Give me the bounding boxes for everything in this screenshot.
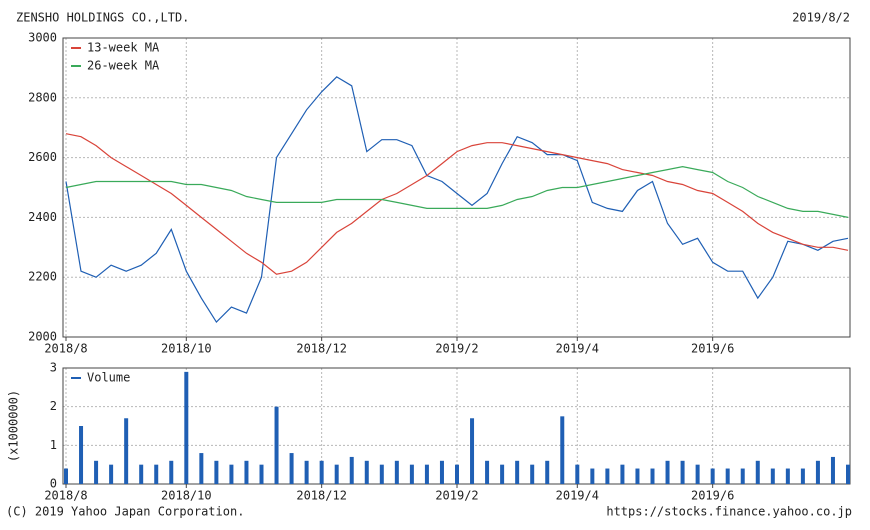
bar	[139, 464, 144, 484]
x-tick-label: 2019/6	[691, 489, 734, 503]
bar	[319, 460, 324, 484]
bar	[846, 464, 850, 484]
x-tick-label: 2018/8	[44, 342, 87, 356]
bar	[169, 460, 174, 484]
line-series	[65, 165, 849, 218]
x-tick-label: 2019/4	[556, 489, 599, 503]
plot-frame	[62, 37, 851, 338]
bar	[364, 460, 369, 484]
bar	[109, 464, 114, 484]
bar	[349, 456, 354, 484]
bar	[785, 468, 790, 484]
bar	[229, 464, 234, 484]
legend-label: 13-week MA	[87, 41, 160, 55]
bar	[124, 418, 129, 484]
bar	[545, 460, 550, 484]
bar	[214, 460, 219, 484]
bar	[379, 464, 384, 484]
bar	[470, 418, 475, 484]
bar	[830, 456, 835, 484]
x-tick-label: 2019/6	[691, 342, 734, 356]
bar	[424, 464, 429, 484]
x-tick-label: 2019/4	[556, 342, 599, 356]
bar	[455, 464, 459, 484]
bar	[620, 464, 625, 484]
x-tick-label: 2018/10	[161, 489, 212, 503]
bar	[274, 406, 279, 484]
bar	[755, 460, 760, 484]
bar	[304, 460, 309, 484]
bar	[394, 460, 399, 484]
bar	[259, 464, 264, 484]
bar	[530, 464, 535, 484]
x-tick-label: 2018/8	[44, 489, 87, 503]
y-tick-label: 1	[50, 438, 57, 452]
bar	[695, 464, 700, 484]
bar	[635, 468, 640, 484]
x-tick-label: 2019/2	[435, 342, 478, 356]
bar	[770, 468, 775, 484]
bar	[560, 416, 565, 484]
y-tick-label: 0	[50, 477, 57, 491]
bar	[515, 460, 520, 484]
bar	[740, 468, 745, 484]
bar	[815, 460, 820, 484]
copyright: (C) 2019 Yahoo Japan Corporation.	[6, 505, 244, 519]
legend-label: Volume	[87, 371, 130, 385]
bar	[289, 453, 294, 484]
y-tick-label: 3	[50, 361, 57, 375]
bar	[575, 464, 580, 484]
bar	[485, 460, 490, 484]
legend-label: 26-week MA	[87, 59, 160, 73]
bar	[334, 464, 339, 484]
bar	[439, 460, 444, 484]
y-tick-label: 2800	[28, 90, 57, 104]
y-tick-label: 2400	[28, 210, 57, 224]
bar	[154, 464, 159, 484]
source-url: https://stocks.finance.yahoo.co.jp	[606, 505, 852, 519]
bar	[590, 468, 595, 484]
bar	[64, 468, 68, 484]
x-tick-label: 2018/12	[296, 489, 347, 503]
bar	[244, 460, 249, 484]
y-axis-label: (x1000000)	[7, 390, 21, 462]
bar	[650, 468, 655, 484]
bar	[184, 371, 189, 484]
bar	[800, 468, 805, 484]
y-tick-label: 2000	[28, 330, 57, 344]
bar	[710, 468, 715, 484]
line-series	[65, 76, 849, 324]
y-tick-label: 2	[50, 399, 57, 413]
x-tick-label: 2018/10	[161, 342, 212, 356]
y-tick-label: 2200	[28, 270, 57, 284]
chart-title: ZENSHO HOLDINGS CO.,LTD.	[16, 11, 189, 25]
bar	[199, 453, 204, 484]
x-tick-label: 2018/12	[296, 342, 347, 356]
bar	[725, 468, 730, 484]
bar	[605, 468, 610, 484]
bar	[409, 464, 414, 484]
y-tick-label: 3000	[28, 31, 57, 45]
bar	[500, 464, 505, 484]
bar	[79, 426, 84, 484]
date: 2019/8/2	[792, 11, 850, 25]
bar	[94, 460, 99, 484]
x-tick-label: 2019/2	[435, 489, 478, 503]
line-series	[65, 133, 849, 275]
bar	[680, 460, 685, 484]
bar	[665, 460, 670, 484]
y-tick-label: 2600	[28, 150, 57, 164]
